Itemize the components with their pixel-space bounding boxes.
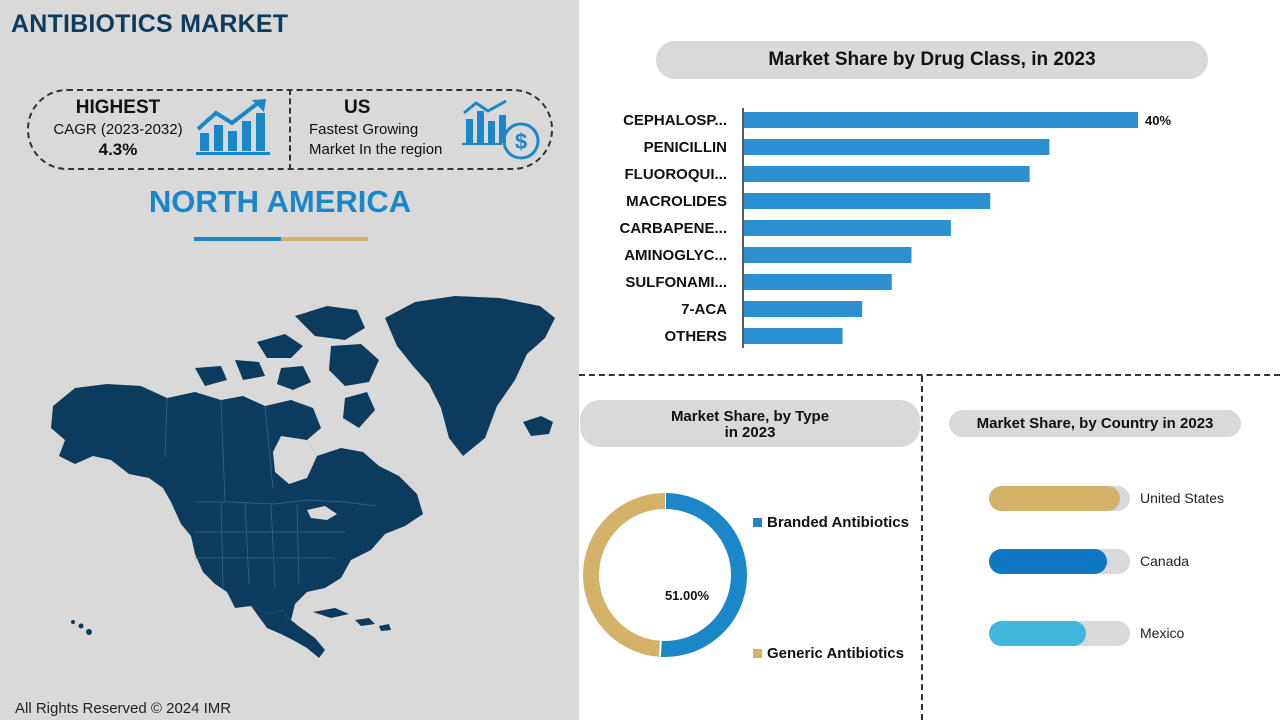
bar-0 — [744, 112, 1138, 128]
country-bar-1 — [989, 549, 1108, 574]
donut-center-label: 51.00% — [665, 588, 710, 603]
stat-us: US Fastest Growing Market In the region — [309, 97, 469, 159]
category-label-6: SULFONAMI... — [625, 274, 727, 291]
region-title: NORTH AMERICA — [148, 184, 412, 219]
bar-5 — [744, 247, 912, 263]
svg-text:$: $ — [515, 129, 527, 154]
country-bar-2 — [989, 621, 1087, 646]
stat-highest: HIGHEST CAGR (2023-2032) 4.3% — [48, 97, 188, 160]
category-label-3: MACROLIDES — [626, 193, 727, 210]
bar-1 — [744, 139, 1050, 155]
drug-class-chart-title: Market Share by Drug Class, in 2023 — [656, 41, 1208, 79]
type-chart-title: Market Share, by Type in 2023 — [580, 400, 920, 447]
bar-4 — [744, 220, 951, 236]
country-row-2: Mexico — [989, 621, 1269, 647]
us-line2: Market In the region — [309, 141, 443, 158]
bar-3 — [744, 193, 991, 209]
legend-label-branded: Branded Antibiotics — [767, 514, 909, 531]
country-bar-0 — [989, 486, 1121, 511]
type-donut-chart: 51.00% — [583, 493, 747, 657]
category-label-2: FLUOROQUI... — [625, 166, 728, 183]
page-title: ANTIBIOTICS MARKET — [11, 10, 289, 38]
country-row-0: United States — [989, 486, 1269, 512]
country-label-1: Canada — [1140, 553, 1190, 569]
legend-swatch-branded — [753, 517, 762, 527]
left-panel: ANTIBIOTICS MARKET HIGHEST CAGR (2023-20… — [0, 0, 579, 720]
us-line1: Fastest Growing — [309, 121, 419, 138]
vertical-separator — [921, 376, 923, 720]
category-label-1: PENICILLIN — [644, 139, 727, 156]
us-label: US — [344, 97, 371, 118]
bar-7 — [744, 301, 863, 317]
country-track-2 — [989, 621, 1130, 646]
bar-2 — [744, 166, 1030, 182]
region-underline — [194, 237, 368, 241]
country-track-0 — [989, 486, 1130, 511]
stats-divider — [289, 89, 291, 170]
bar-6 — [744, 274, 892, 290]
category-label-4: CARBAPENE... — [619, 220, 727, 237]
legend-generic: Generic Antibiotics — [753, 645, 904, 662]
north-america-map — [51, 296, 555, 658]
country-label-2: Mexico — [1140, 625, 1185, 641]
footer-copyright: All Rights Reserved © 2024 IMR — [15, 700, 232, 717]
country-row-1: Canada — [989, 549, 1269, 575]
type-chart-title-line2: in 2023 — [724, 424, 776, 441]
category-label-0: CEPHALOSP... — [623, 112, 727, 129]
cagr-value: 4.3% — [98, 140, 138, 159]
category-label-7: 7-ACA — [681, 301, 727, 318]
donut-slice-1 — [583, 493, 666, 657]
highest-label: HIGHEST — [75, 97, 161, 118]
horizontal-separator — [579, 374, 1280, 376]
category-label-5: AMINOGLYC... — [624, 247, 727, 264]
legend-label-generic: Generic Antibiotics — [767, 645, 904, 662]
data-label-0: 40% — [1145, 113, 1171, 128]
legend-swatch-generic — [753, 648, 762, 658]
category-label-8: OTHERS — [664, 328, 727, 345]
legend-branded: Branded Antibiotics — [753, 514, 909, 531]
money-chart-icon: $ — [462, 99, 540, 160]
drug-class-bar-chart: CEPHALOSP... 40% PENICILLIN FLUOROQUI... MAC… — [619, 108, 1171, 348]
donut-slice-0 — [659, 493, 747, 657]
bar-8 — [744, 328, 843, 344]
country-label-0: United States — [1140, 490, 1225, 506]
country-chart-title: Market Share, by Country in 2023 — [949, 410, 1241, 437]
country-track-1 — [989, 549, 1130, 574]
type-chart-title-line1: Market Share, by Type — [670, 408, 830, 425]
growth-chart-icon — [196, 99, 270, 155]
cagr-period: CAGR (2023-2032) — [53, 121, 183, 138]
